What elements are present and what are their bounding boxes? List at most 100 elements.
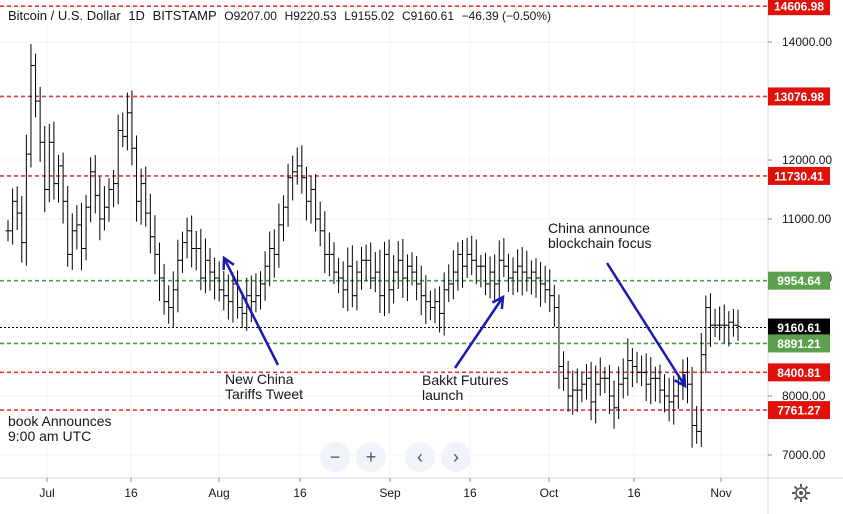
ohlc-bar (606, 364, 612, 414)
ohlc-bar (730, 308, 736, 337)
ohlc-bar (198, 228, 204, 291)
close-value: C9160.61 (401, 9, 454, 23)
level-price-label: 14606.98 (774, 0, 824, 14)
ohlc-bar (721, 304, 727, 344)
x-tick-label: Aug (208, 486, 229, 500)
ohlc-bar (10, 188, 16, 245)
ohlc-bar (97, 176, 103, 241)
ohlc-bars (5, 44, 741, 448)
low-value: L9155.02 (344, 9, 395, 23)
ohlc-bar (455, 242, 461, 291)
interval[interactable]: 1D (128, 8, 145, 23)
ohlc-bar (505, 253, 511, 292)
annotation-arrow-shaft (453, 296, 505, 369)
ohlc-bar (501, 238, 507, 278)
ohlc-bar (643, 353, 649, 402)
y-tick-label: 8000.00 (782, 389, 826, 403)
x-tick-label: Oct (540, 486, 559, 500)
ohlc-bar (331, 242, 337, 285)
change-value: −46.39 (−0.50%) (461, 9, 552, 23)
ohlc-bar (74, 205, 80, 250)
symbol-header: Bitcoin / U.S. Dollar 1D BITSTAMP O9207.… (8, 8, 555, 23)
ohlc-bar (340, 261, 346, 309)
ohlc-bar (349, 245, 355, 308)
ohlc-bar (515, 249, 521, 293)
ohlc-bar (221, 270, 227, 311)
ohlc-bar (533, 258, 539, 298)
ohlc-bar (101, 186, 107, 231)
y-tick-label: 11000.00 (782, 212, 831, 226)
ohlc-bar (574, 368, 580, 413)
y-tick-label: 7000.00 (782, 448, 826, 462)
ohlc-bar (354, 260, 360, 311)
ohlc-bar (469, 235, 475, 276)
ohlc-bar (225, 274, 231, 320)
level-price-label: 8891.21 (777, 337, 821, 351)
x-tick-label: Jul (39, 486, 54, 500)
ohlc-bar (60, 152, 66, 224)
ohlc-bar (51, 121, 57, 200)
x-tick-label: 16 (124, 486, 138, 500)
ohlc-bar (707, 293, 713, 347)
ohlc-bar (717, 306, 723, 341)
ohlc-bar (432, 288, 438, 324)
level-price-tag (768, 0, 830, 16)
x-tick-label: 16 (627, 486, 641, 500)
ohlc-bar (597, 357, 603, 396)
ohlc-bar (482, 252, 488, 296)
ohlc-bar (239, 291, 245, 328)
ohlc-bar (290, 155, 296, 201)
ohlc-bar (386, 239, 392, 314)
scroll-right-button[interactable]: › (441, 442, 471, 472)
ohlc-bar (216, 261, 222, 302)
ohlc-bar (359, 246, 365, 290)
ohlc-bar (441, 272, 447, 336)
ohlc-bar (345, 247, 351, 312)
annotation-arrow-head (491, 294, 505, 310)
zoom-out-button[interactable]: − (320, 442, 350, 472)
ohlc-bar (372, 252, 378, 293)
ohlc-bar (23, 134, 29, 266)
ohlc-bar (78, 202, 84, 271)
ohlc-bar (313, 174, 319, 232)
level-price-label: 13076.98 (774, 90, 824, 104)
ohlc-bar (212, 257, 218, 300)
ohlc-bar (492, 254, 498, 302)
ohlc-bar (276, 203, 282, 268)
ohlc-bar (565, 360, 571, 412)
annotation-arrows (222, 255, 687, 389)
ohlc-bar (42, 126, 48, 213)
ohlc-bar (570, 370, 576, 415)
level-price-tag (768, 87, 830, 106)
zoom-in-button[interactable]: + (356, 442, 386, 472)
ohlc-bar (629, 348, 635, 388)
ohlc-bar (437, 286, 443, 333)
ohlc-bar (189, 215, 195, 268)
ohlc-bar (712, 308, 718, 338)
ohlc-bar (69, 213, 75, 270)
ohlc-bar (634, 351, 640, 384)
ohlc-bar (400, 238, 406, 298)
ohlc-bar (528, 260, 534, 295)
symbol-name[interactable]: Bitcoin / U.S. Dollar (8, 8, 121, 23)
ohlc-bar (395, 241, 401, 289)
ohlc-bar (593, 365, 599, 424)
ohlc-bar (193, 230, 199, 271)
ohlc-bar (179, 231, 185, 273)
ohlc-bar (726, 311, 732, 347)
ohlc-bar (65, 185, 71, 267)
ohlc-bar (83, 194, 89, 261)
ohlc-bar (446, 264, 452, 303)
ohlc-bar (170, 271, 176, 327)
scroll-left-button[interactable]: ‹ (405, 442, 435, 472)
annotation-text: Tariffs Tweet (225, 386, 303, 402)
level-price-tag (768, 271, 830, 290)
ohlc-bar (363, 244, 369, 282)
high-value: H9220.53 (284, 9, 337, 23)
level-price-tag (768, 166, 830, 185)
ohlc-bar (556, 294, 562, 389)
settings-gear-icon[interactable] (790, 482, 812, 504)
ohlc-bar (147, 193, 153, 254)
ohlc-bar (473, 239, 479, 285)
